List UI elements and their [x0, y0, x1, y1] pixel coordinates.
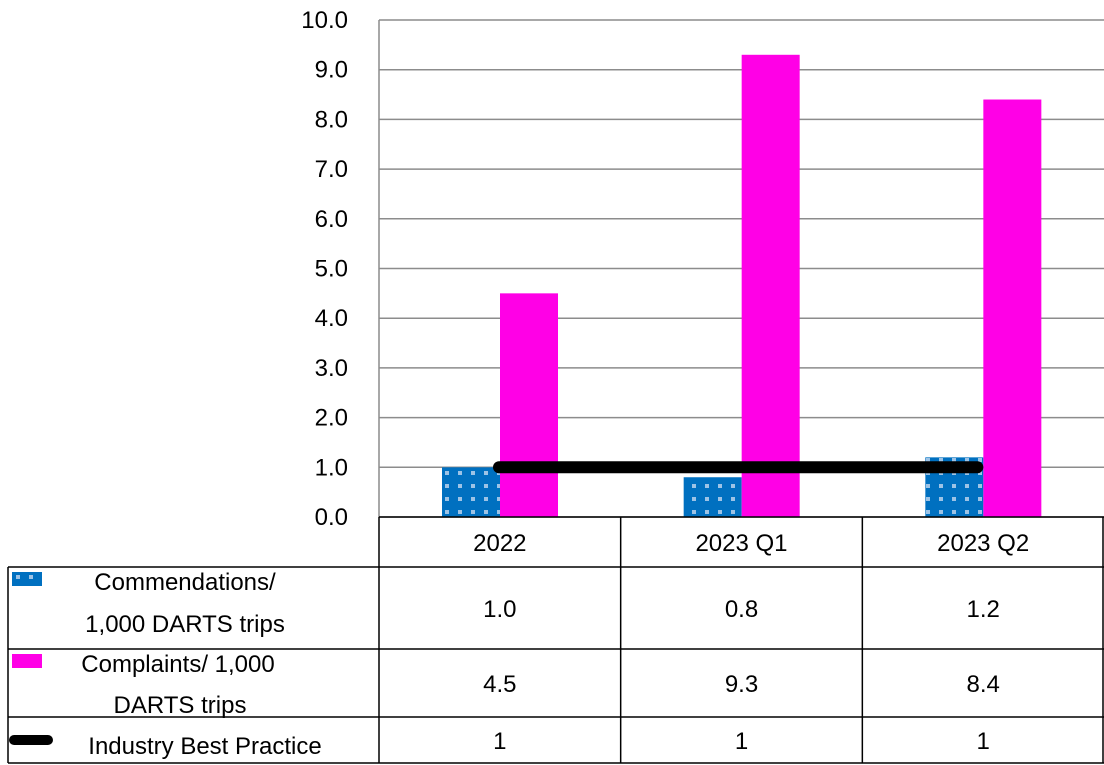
table-value: 4.5 [483, 671, 516, 698]
y-tick-label: 4.0 [315, 305, 348, 332]
y-tick-label: 2.0 [315, 405, 348, 432]
table-value: 1.2 [966, 596, 999, 623]
series-name: Commendations/ [94, 569, 276, 596]
series-name: DARTS trips [114, 692, 247, 719]
y-axis-tick-labels: 0.0 1.0 2.0 3.0 4.0 5.0 6.0 7.0 8.0 9.0 10.0 [301, 7, 348, 531]
commendations-bar [683, 477, 742, 517]
bars [442, 54, 1042, 518]
table-value: 0.8 [725, 596, 758, 623]
category-label: 2023 Q2 [937, 530, 1029, 557]
category-label: 2022 [473, 530, 526, 557]
y-tick-label: 3.0 [315, 355, 348, 382]
table-value: 1.0 [483, 596, 516, 623]
table-value: 1 [976, 728, 989, 755]
complaints-bar [500, 293, 558, 517]
y-tick-label: 0.0 [315, 504, 348, 531]
table-value: 8.4 [966, 671, 999, 698]
complaints-bar [983, 99, 1042, 518]
y-tick-label: 9.0 [315, 57, 348, 84]
table-value: 9.3 [725, 671, 758, 698]
table-value: 1 [493, 728, 506, 755]
y-tick-label: 7.0 [315, 156, 348, 183]
complaints-bar [741, 54, 800, 517]
table-value: 1 [735, 728, 748, 755]
y-tick-label: 6.0 [315, 206, 348, 233]
legend-key [12, 572, 42, 586]
series-name: 1,000 DARTS trips [85, 611, 285, 638]
y-tick-label: 1.0 [315, 454, 348, 481]
y-tick-label: 10.0 [301, 7, 348, 34]
y-tick-label: 8.0 [315, 106, 348, 133]
data-table: 2022 2023 Q1 2023 Q2 Commendations/1,000 DA… [7, 516, 1104, 764]
y-tick-label: 5.0 [315, 256, 348, 283]
series-name: Complaints/ 1,000 [81, 651, 274, 678]
legend-key [12, 654, 42, 668]
commendations-bar [442, 467, 500, 517]
series-name: Industry Best Practice [88, 733, 321, 760]
category-label: 2023 Q1 [695, 530, 787, 557]
